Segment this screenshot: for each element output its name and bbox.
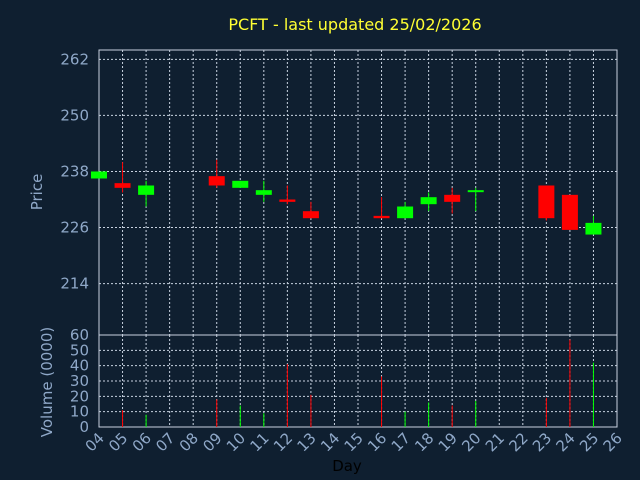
candle-body bbox=[538, 185, 555, 219]
volume-tick-label: 10 bbox=[70, 403, 89, 421]
candle-body bbox=[585, 222, 602, 235]
volume-tick-label: 50 bbox=[70, 341, 89, 359]
candle-body bbox=[232, 180, 249, 188]
candle-body bbox=[208, 176, 225, 186]
volume-tick-label: 30 bbox=[70, 372, 89, 390]
x-axis-label: Day bbox=[332, 457, 362, 475]
price-tick-label: 250 bbox=[60, 106, 89, 124]
x-tick-label: 18 bbox=[411, 429, 437, 455]
x-tick-label: 06 bbox=[129, 429, 155, 455]
x-tick-label: 25 bbox=[576, 429, 602, 455]
x-tick-label: 22 bbox=[505, 429, 531, 455]
candle-body bbox=[561, 194, 578, 230]
candle-body bbox=[467, 190, 484, 193]
x-tick-label: 17 bbox=[388, 429, 414, 455]
candle-body bbox=[255, 190, 272, 195]
x-tick-label: 12 bbox=[270, 429, 296, 455]
candle-body bbox=[302, 211, 319, 219]
candle-body bbox=[279, 199, 296, 202]
price-tick-label: 238 bbox=[60, 162, 89, 180]
candle-body bbox=[114, 183, 131, 188]
candle-body bbox=[91, 171, 107, 179]
x-tick-label: 09 bbox=[199, 429, 225, 455]
x-tick-label: 08 bbox=[176, 429, 202, 455]
volume-tick-label: 20 bbox=[70, 387, 89, 405]
price-axis-label: Price bbox=[28, 174, 46, 211]
volume-tick-label: 60 bbox=[70, 326, 89, 344]
x-tick-label: 13 bbox=[294, 429, 320, 455]
price-panel: 214 226 238 250 262 bbox=[60, 49, 618, 336]
x-tick-label: 10 bbox=[223, 429, 249, 455]
candle-body bbox=[373, 215, 390, 219]
x-tick-label: 26 bbox=[600, 429, 626, 455]
candle-body bbox=[397, 206, 414, 219]
volume-tick-label: 0 bbox=[79, 418, 89, 436]
price-tick-label: 226 bbox=[60, 219, 89, 237]
x-tick-label: 07 bbox=[152, 429, 178, 455]
x-axis: 0405060708091011121314151617181920212223… bbox=[82, 429, 626, 455]
candle-body bbox=[444, 194, 461, 202]
x-tick-label: 24 bbox=[553, 429, 579, 455]
volume-axis-label: Volume (0000) bbox=[38, 327, 56, 437]
x-tick-label: 21 bbox=[482, 429, 508, 455]
x-tick-label: 14 bbox=[317, 429, 343, 455]
candle-body bbox=[138, 185, 155, 195]
chart-title: PCFT - last updated 25/02/2026 bbox=[228, 15, 481, 34]
x-tick-label: 20 bbox=[458, 429, 484, 455]
x-tick-label: 11 bbox=[246, 429, 272, 455]
price-tick-label: 214 bbox=[60, 275, 89, 293]
x-tick-label: 15 bbox=[341, 429, 367, 455]
x-tick-label: 19 bbox=[435, 429, 461, 455]
x-tick-label: 23 bbox=[529, 429, 555, 455]
x-tick-label: 05 bbox=[105, 429, 131, 455]
candle-body bbox=[420, 197, 437, 205]
price-tick-label: 262 bbox=[60, 50, 89, 68]
x-tick-label: 16 bbox=[364, 429, 390, 455]
volume-tick-label: 40 bbox=[70, 357, 89, 375]
